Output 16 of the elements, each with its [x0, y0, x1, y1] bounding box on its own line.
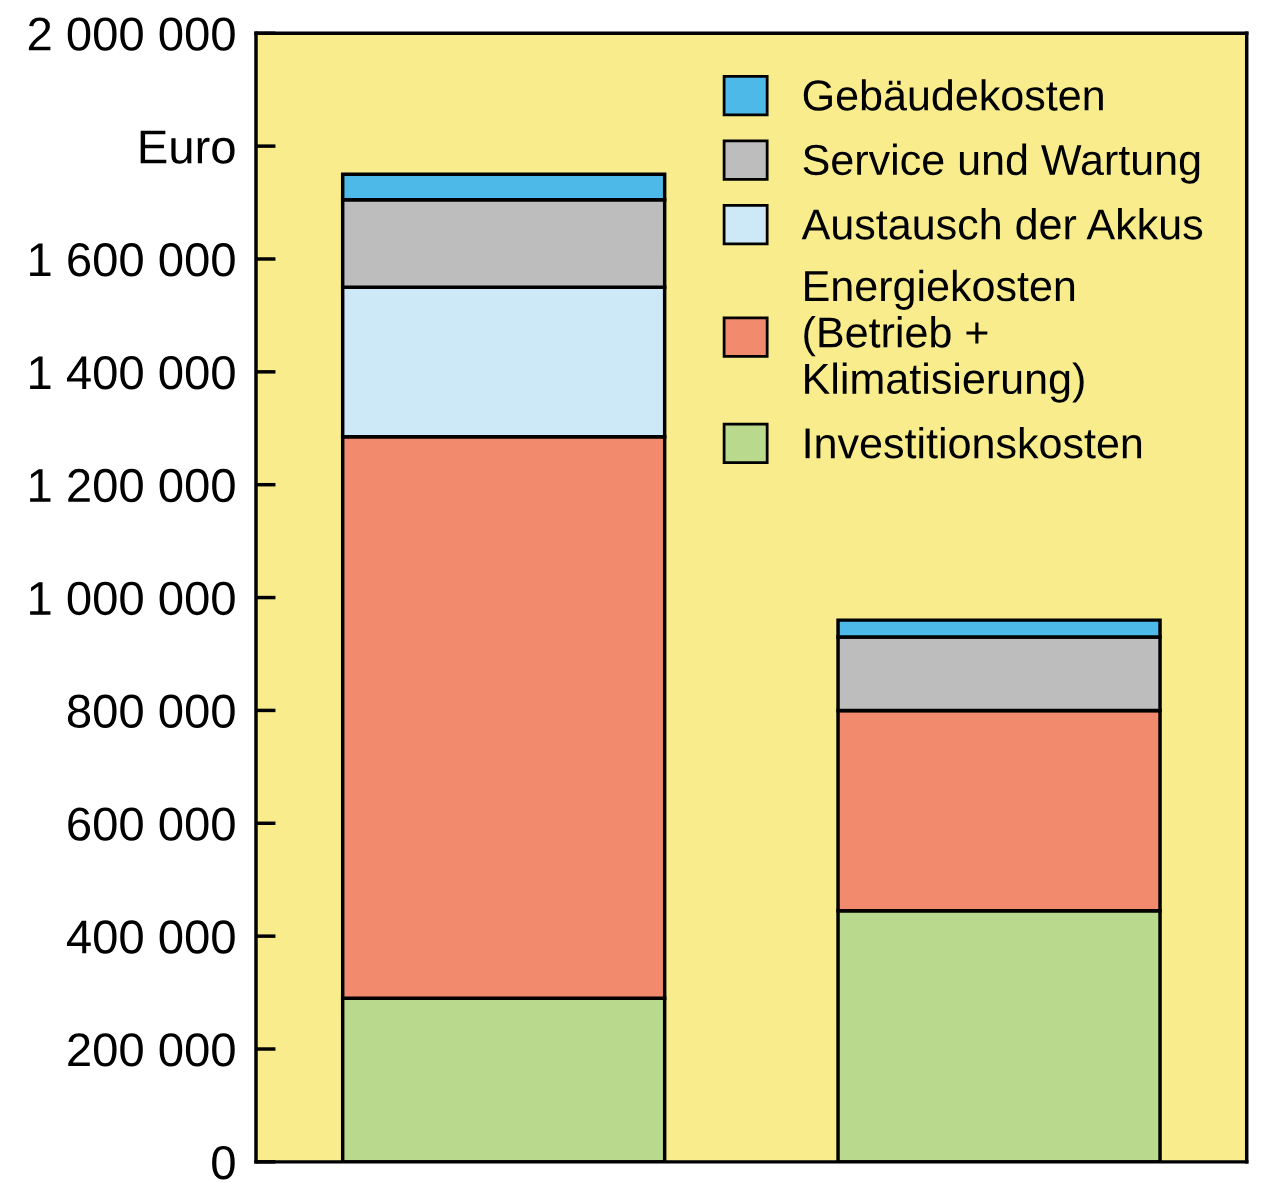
legend-label: Service und Wartung — [803, 143, 1200, 184]
legend-label: Austausch der Akkus — [801, 208, 1203, 240]
legend-label: Gebäudekosten — [803, 79, 1103, 111]
y-tick-label: 200 000 — [68, 1033, 235, 1067]
y-tick-label: Euro — [140, 130, 235, 164]
y-tick-label: 600 000 — [68, 807, 235, 841]
legend-label: Energiekosten (Betrieb + Klimatisierung) — [804, 269, 1084, 403]
y-tick-label: 1 000 000 — [30, 581, 235, 616]
y-tick-label: 2 000 000 — [28, 17, 235, 51]
y-tick-label: 800 000 — [67, 694, 235, 728]
y-tick-label: 0 — [212, 1146, 235, 1180]
y-tick-label: 1 400 000 — [30, 355, 235, 390]
legend-label: Investitionskosten — [805, 426, 1142, 459]
y-tick-label: 1 200 000 — [30, 468, 235, 503]
y-tick-label: 400 000 — [66, 920, 235, 954]
y-tick-label: 1 600 000 — [30, 243, 235, 277]
